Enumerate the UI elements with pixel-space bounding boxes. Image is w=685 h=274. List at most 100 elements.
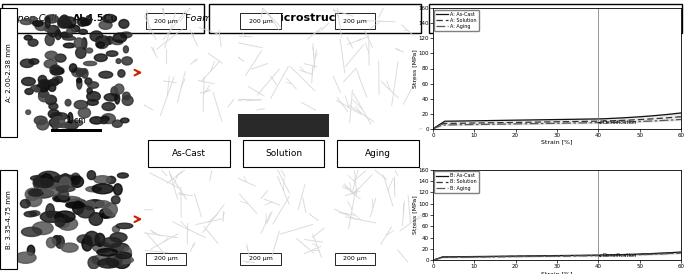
Ellipse shape	[68, 113, 73, 124]
Ellipse shape	[96, 39, 108, 48]
Ellipse shape	[29, 17, 37, 23]
Ellipse shape	[48, 25, 60, 37]
Ellipse shape	[60, 174, 71, 187]
B: Aging: (7.22, 5.4): Aging: (7.22, 5.4)	[459, 256, 467, 259]
A: Solution: (37.7, 9.82): Solution: (37.7, 9.82)	[585, 120, 593, 123]
Ellipse shape	[54, 113, 68, 120]
Ellipse shape	[49, 103, 58, 110]
Ellipse shape	[96, 201, 110, 208]
Ellipse shape	[123, 92, 130, 100]
B: Aging: (0, 0): Aging: (0, 0)	[429, 259, 437, 262]
Text: Microstructure: Microstructure	[269, 13, 362, 24]
Y-axis label: Stress [MPa]: Stress [MPa]	[412, 196, 417, 235]
Ellipse shape	[28, 189, 43, 196]
Ellipse shape	[56, 186, 75, 192]
Ellipse shape	[24, 35, 32, 40]
Ellipse shape	[87, 92, 100, 101]
Ellipse shape	[66, 28, 75, 33]
Ellipse shape	[47, 177, 61, 186]
Ellipse shape	[22, 78, 35, 85]
Ellipse shape	[112, 196, 120, 204]
Ellipse shape	[32, 222, 53, 235]
A: Solution: (0, 0): Solution: (0, 0)	[429, 127, 437, 130]
A: Solution: (7.22, 7.38): Solution: (7.22, 7.38)	[459, 122, 467, 125]
Ellipse shape	[72, 68, 84, 77]
Ellipse shape	[41, 81, 54, 86]
X-axis label: Strain [%]: Strain [%]	[541, 271, 573, 274]
A: Aging: (7.22, 5.4): Aging: (7.22, 5.4)	[459, 123, 467, 126]
Ellipse shape	[81, 19, 91, 25]
Ellipse shape	[100, 120, 108, 124]
Ellipse shape	[58, 20, 71, 25]
Ellipse shape	[45, 51, 58, 59]
A: As-Cast: (60, 21): As-Cast: (60, 21)	[677, 111, 685, 115]
B: Solution: (0, 0): Solution: (0, 0)	[429, 259, 437, 262]
Ellipse shape	[82, 19, 90, 26]
Ellipse shape	[34, 178, 55, 187]
B: As-Cast: (37.7, 8.83): As-Cast: (37.7, 8.83)	[585, 254, 593, 257]
Ellipse shape	[114, 254, 130, 269]
Ellipse shape	[24, 212, 36, 217]
Ellipse shape	[29, 211, 40, 216]
A: Aging: (43.3, 8.46): Aging: (43.3, 8.46)	[608, 121, 616, 124]
Ellipse shape	[90, 117, 103, 124]
Ellipse shape	[74, 101, 88, 109]
Text: Compression Test: Compression Test	[501, 13, 610, 24]
Ellipse shape	[37, 82, 49, 92]
Ellipse shape	[45, 82, 49, 90]
Text: 200 μm: 200 μm	[343, 256, 367, 261]
Ellipse shape	[104, 94, 118, 101]
Ellipse shape	[26, 195, 42, 207]
Ellipse shape	[88, 82, 99, 88]
X-axis label: Strain [%]: Strain [%]	[541, 139, 573, 144]
A: As-Cast: (7.22, 10.3): As-Cast: (7.22, 10.3)	[459, 119, 467, 123]
Text: As-Cast: As-Cast	[172, 149, 206, 158]
Bar	[51, 129, 102, 132]
Ellipse shape	[118, 70, 125, 77]
Ellipse shape	[58, 217, 77, 230]
Ellipse shape	[49, 119, 60, 127]
Ellipse shape	[76, 69, 86, 75]
Ellipse shape	[110, 243, 129, 252]
Ellipse shape	[71, 173, 80, 185]
Ellipse shape	[112, 120, 122, 127]
Ellipse shape	[107, 36, 113, 44]
A: Aging: (19.5, 6.38): Aging: (19.5, 6.38)	[510, 122, 518, 125]
B: As-Cast: (43.3, 9.57): As-Cast: (43.3, 9.57)	[608, 253, 616, 256]
A: As-Cast: (19.5, 11.3): As-Cast: (19.5, 11.3)	[510, 119, 518, 122]
B: Aging: (19.5, 6.39): Aging: (19.5, 6.39)	[510, 255, 518, 258]
A: Aging: (60, 12.4): Aging: (60, 12.4)	[677, 118, 685, 121]
B: As-Cast: (19.5, 7.38): As-Cast: (19.5, 7.38)	[510, 255, 518, 258]
Ellipse shape	[105, 38, 110, 45]
Ellipse shape	[58, 123, 72, 128]
Ellipse shape	[71, 25, 79, 32]
Ellipse shape	[85, 78, 92, 85]
Bar	[240, 253, 281, 265]
Ellipse shape	[45, 15, 58, 23]
Ellipse shape	[79, 29, 87, 34]
B: Aging: (23.8, 6.73): Aging: (23.8, 6.73)	[527, 255, 535, 258]
Ellipse shape	[106, 254, 122, 267]
Ellipse shape	[77, 78, 82, 83]
Ellipse shape	[97, 249, 117, 256]
B: As-Cast: (0, 0): As-Cast: (0, 0)	[429, 259, 437, 262]
B: Solution: (23.8, 7.22): Solution: (23.8, 7.22)	[527, 255, 535, 258]
Ellipse shape	[31, 85, 44, 91]
Ellipse shape	[55, 76, 62, 83]
Text: A: 2.00-2.38 mm: A: 2.00-2.38 mm	[5, 43, 12, 102]
Text: 200 μm: 200 μm	[343, 19, 367, 24]
Ellipse shape	[35, 22, 47, 30]
Ellipse shape	[28, 39, 38, 46]
Ellipse shape	[50, 65, 61, 75]
Ellipse shape	[21, 59, 34, 67]
Ellipse shape	[122, 57, 132, 65]
Ellipse shape	[21, 227, 42, 236]
Y-axis label: Stress [MPa]: Stress [MPa]	[412, 49, 417, 88]
Ellipse shape	[98, 259, 119, 268]
B: Aging: (43.6, 8.55): Aging: (43.6, 8.55)	[609, 254, 617, 257]
Ellipse shape	[86, 48, 92, 53]
A: Solution: (23.8, 8.7): Solution: (23.8, 8.7)	[527, 121, 535, 124]
Text: Open-Cell: Open-Cell	[10, 14, 60, 23]
Ellipse shape	[49, 79, 59, 85]
Ellipse shape	[44, 25, 54, 32]
